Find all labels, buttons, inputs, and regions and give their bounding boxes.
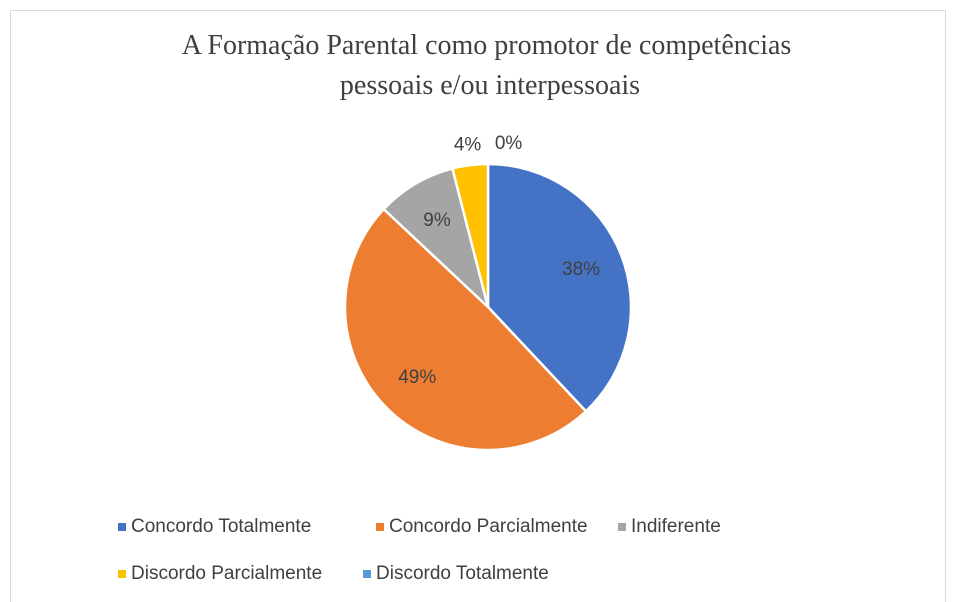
legend-marker bbox=[618, 523, 626, 531]
legend-label: Discordo Totalmente bbox=[376, 563, 549, 584]
legend-label: Indiferente bbox=[631, 516, 721, 537]
pie-slice bbox=[486, 162, 633, 414]
pie-slice bbox=[450, 162, 490, 308]
legend-label: Discordo Parcialmente bbox=[131, 563, 322, 584]
legend-marker bbox=[376, 523, 384, 531]
chart-title: A Formação Parental como promotor de com… bbox=[182, 30, 799, 101]
pie-slice bbox=[381, 166, 491, 311]
data-label: 0% bbox=[495, 133, 523, 154]
legend-marker bbox=[118, 523, 126, 531]
legend-marker bbox=[118, 570, 126, 578]
pie-slice bbox=[343, 207, 588, 452]
data-label: 38% bbox=[562, 259, 600, 280]
data-label: 49% bbox=[398, 367, 436, 388]
legend-label: Concordo Totalmente bbox=[131, 516, 311, 537]
legend-marker bbox=[363, 570, 371, 578]
data-label: 9% bbox=[423, 210, 451, 231]
legend-label: Concordo Parcialmente bbox=[389, 516, 588, 537]
data-label: 4% bbox=[454, 134, 482, 155]
